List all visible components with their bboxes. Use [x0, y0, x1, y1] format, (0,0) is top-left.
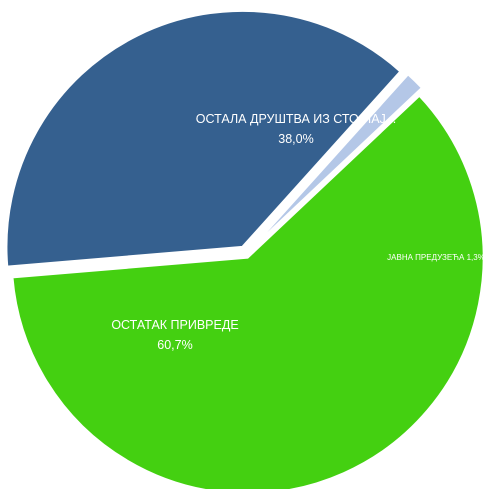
slice-value-rest-of-economy: 60,7% — [157, 338, 192, 352]
pie-slice-rest-of-economy — [11, 94, 485, 489]
pie-slices — [5, 9, 485, 489]
slice-label-other-top100: ОСТАЛА ДРУШТВА ИЗ СТО НАЈ... — [196, 112, 396, 126]
slice-value-other-top100: 38,0% — [278, 132, 313, 146]
pie-slice-public-enterprises — [249, 72, 424, 251]
pie-labels: ОСТАЛА ДРУШТВА ИЗ СТО НАЈ... 38,0% ЈАВНА… — [111, 112, 485, 352]
slice-label-public-enterprises: ЈАВНА ПРЕДУЗЕЋА 1,3% — [387, 253, 485, 262]
pie-slice-other-top100 — [5, 9, 402, 268]
slice-label-rest-of-economy: ОСТАТАК ПРИВРЕДЕ — [111, 318, 238, 332]
